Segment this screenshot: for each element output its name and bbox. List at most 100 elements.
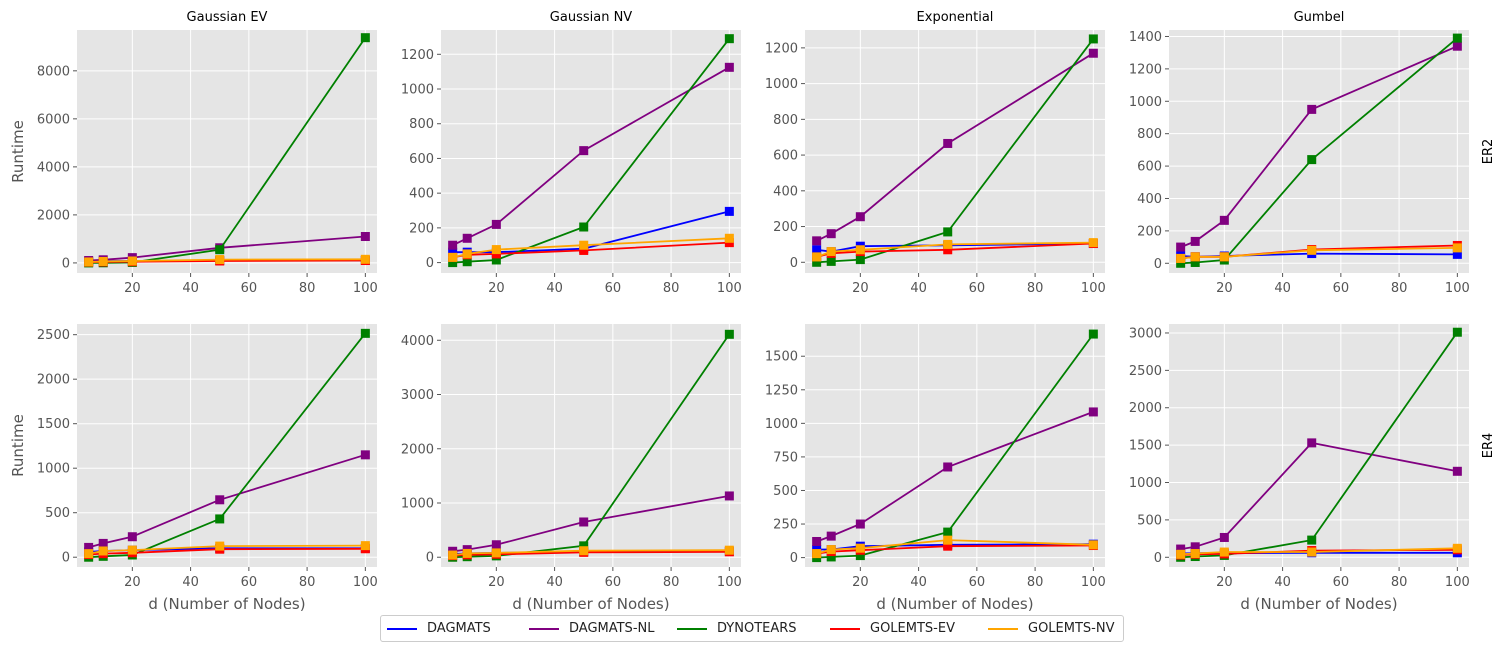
data-point-golemts-nv: [127, 545, 137, 555]
data-point-dagmats-nl: [1307, 438, 1317, 448]
y-axis-label: Runtime: [9, 414, 27, 477]
x-tick-label: 80: [1027, 575, 1044, 590]
data-point-golemts-ev: [579, 245, 589, 255]
data-point-golemts-nv: [98, 546, 108, 556]
data-point-dynotears: [724, 329, 734, 339]
x-axis-label: d (Number of Nodes): [876, 595, 1033, 613]
y-tick-label: 4000: [37, 160, 70, 175]
x-tick-label: 80: [299, 575, 316, 590]
x-tick-label: 60: [969, 281, 986, 296]
data-point-dagmats-nl: [826, 229, 836, 239]
y-tick-label: 750: [773, 450, 798, 465]
y-tick-label: 500: [45, 506, 70, 521]
legend-label: DYNOTEARS: [717, 621, 797, 636]
x-tick-label: 20: [1216, 575, 1233, 590]
y-tick-label: 800: [1137, 127, 1162, 142]
data-point-dagmats: [724, 206, 734, 216]
y-tick-label: 800: [409, 117, 434, 132]
data-point-dagmats-nl: [127, 532, 137, 542]
y-tick-label: 1500: [1129, 439, 1162, 454]
data-point-golemts-nv: [1307, 547, 1317, 557]
y-tick-label: 400: [409, 187, 434, 202]
data-point-dynotears: [943, 227, 953, 237]
data-point-dagmats-nl: [724, 491, 734, 501]
y-tick-label: 1400: [1129, 30, 1162, 45]
data-point-golemts-nv: [826, 247, 836, 257]
data-point-dagmats: [812, 245, 822, 255]
y-tick-label: 3000: [1129, 326, 1162, 341]
data-point-dynotears: [360, 328, 370, 338]
data-point-dagmats-nl: [360, 232, 370, 242]
y-tick-label: 500: [1137, 513, 1162, 528]
legend-entry-golemts-ev: GOLEMTS-EV: [830, 615, 955, 642]
data-point-dagmats-nl: [1088, 48, 1098, 58]
data-point-dagmats-nl: [855, 519, 865, 529]
y-tick-label: 0: [62, 551, 70, 566]
y-tick-label: 0: [790, 256, 798, 271]
data-point-golemts-nv: [579, 546, 589, 556]
data-point-dynotears: [826, 256, 836, 266]
data-point-golemts-nv: [448, 252, 458, 262]
y-tick-label: 200: [1137, 224, 1162, 239]
data-point-golemts-nv: [724, 545, 734, 555]
x-tick-label: 100: [1445, 575, 1470, 590]
data-point-dagmats-nl: [579, 517, 589, 527]
x-tick-label: 80: [1391, 281, 1408, 296]
data-point-dagmats-nl: [1190, 236, 1200, 246]
x-tick-label: 60: [1333, 281, 1350, 296]
y-tick-label: 4000: [401, 334, 434, 349]
data-point-dynotears: [491, 255, 501, 265]
data-point-golemts-nv: [462, 548, 472, 558]
x-tick-label: 20: [488, 281, 505, 296]
data-point-dagmats-nl: [826, 531, 836, 541]
data-point-golemts-nv: [462, 249, 472, 259]
y-tick-label: 1000: [765, 77, 798, 92]
x-tick-label: 40: [182, 281, 199, 296]
x-tick-label: 20: [124, 281, 141, 296]
y-tick-label: 1250: [765, 383, 798, 398]
data-point-dagmats: [1452, 249, 1462, 259]
data-point-dagmats-nl: [1219, 215, 1229, 225]
x-tick-label: 40: [910, 575, 927, 590]
data-point-dagmats-nl: [943, 462, 953, 472]
row-label: ER2: [1481, 139, 1496, 165]
x-tick-label: 60: [605, 575, 622, 590]
data-point-dynotears: [724, 34, 734, 44]
data-point-dagmats-nl: [1452, 466, 1462, 476]
data-point-golemts-nv: [826, 545, 836, 555]
data-point-golemts-nv: [1176, 253, 1186, 263]
data-point-golemts-nv: [1307, 245, 1317, 255]
legend-label: DAGMATS-NL: [569, 621, 655, 636]
data-point-dynotears: [579, 541, 589, 551]
data-point-golemts-nv: [127, 256, 137, 266]
y-tick-label: 600: [773, 149, 798, 164]
data-point-golemts-ev: [943, 245, 953, 255]
y-tick-label: 1200: [401, 48, 434, 63]
x-tick-label: 20: [852, 575, 869, 590]
y-tick-label: 1000: [37, 462, 70, 477]
data-point-dynotears: [855, 255, 865, 265]
x-tick-label: 20: [124, 575, 141, 590]
x-tick-label: 20: [1216, 281, 1233, 296]
data-point-dagmats-nl: [1190, 542, 1200, 552]
y-tick-label: 600: [409, 152, 434, 167]
data-point-golemts-nv: [1190, 252, 1200, 262]
x-tick-label: 20: [488, 575, 505, 590]
legend-swatch: [387, 627, 417, 630]
legend-swatch: [988, 627, 1018, 630]
x-tick-label: 40: [182, 575, 199, 590]
data-point-dagmats-nl: [579, 146, 589, 156]
y-tick-label: 500: [773, 484, 798, 499]
legend-entry-dynotears: DYNOTEARS: [677, 615, 797, 642]
data-point-dynotears: [215, 514, 225, 524]
x-axis-label: d (Number of Nodes): [512, 595, 669, 613]
x-tick-label: 40: [546, 281, 563, 296]
y-tick-label: 1000: [1129, 95, 1162, 110]
x-tick-label: 80: [1027, 281, 1044, 296]
subplot-3: 0 200 400 600 800 1000 1200 20 40 60 80 100 Exponent…: [765, 10, 1106, 296]
data-point-golemts-nv: [812, 252, 822, 262]
x-axis-label: d (Number of Nodes): [148, 595, 305, 613]
data-point-dagmats-nl: [1219, 532, 1229, 542]
data-point-golemts-nv: [1219, 252, 1229, 262]
data-point-golemts-nv: [943, 535, 953, 545]
